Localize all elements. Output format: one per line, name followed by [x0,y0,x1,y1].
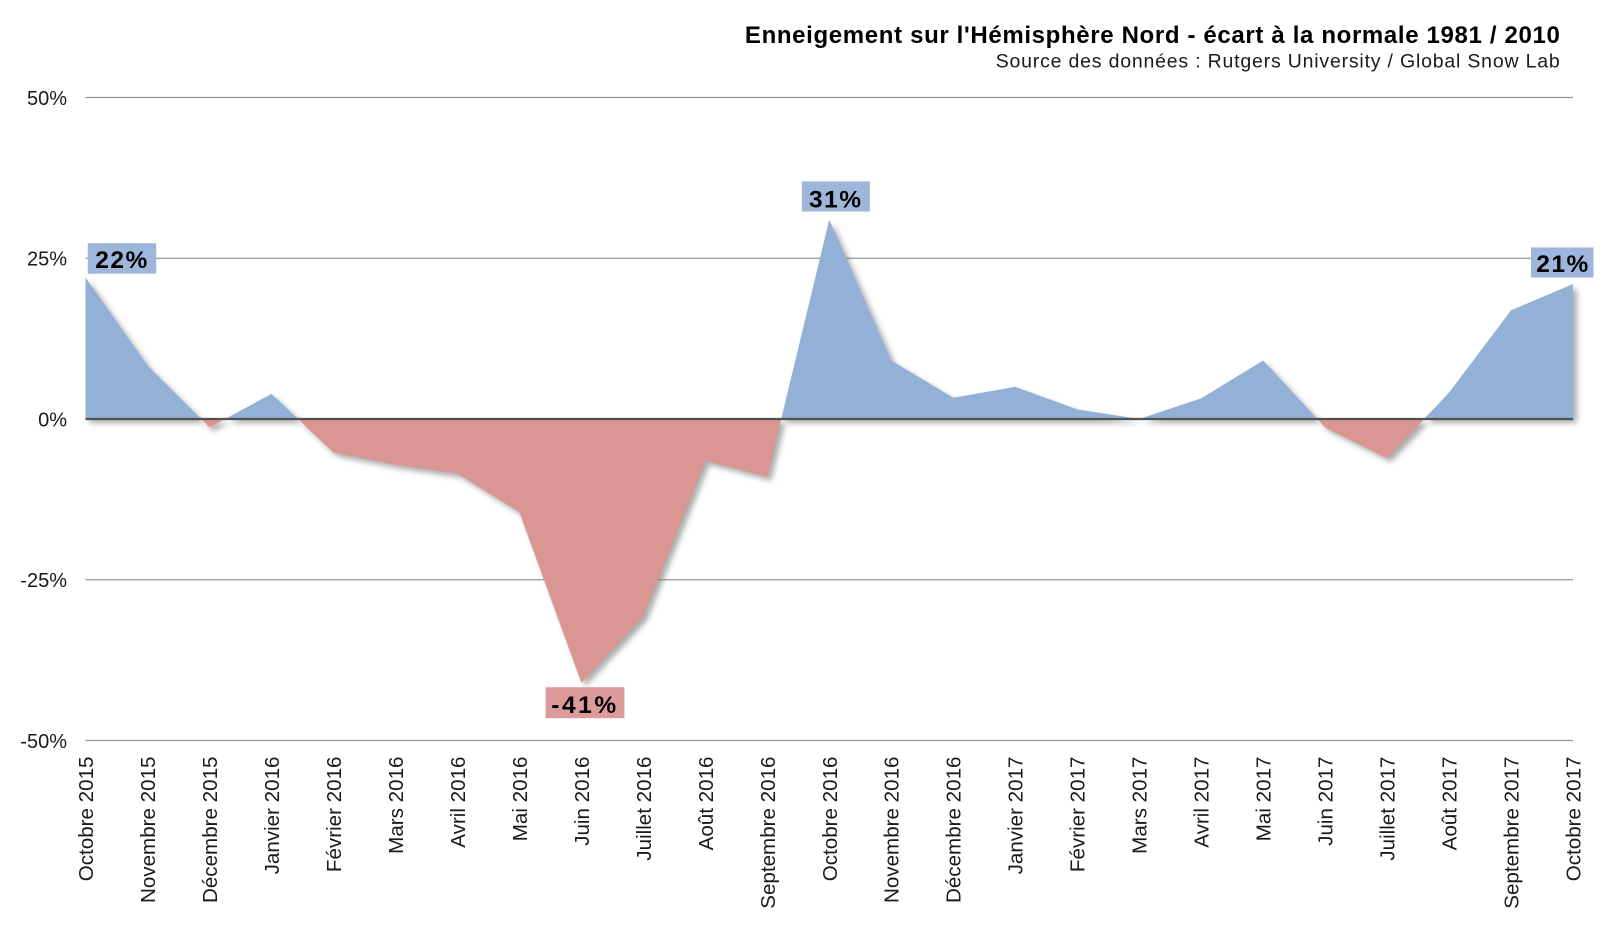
svg-text:21%: 21% [1536,251,1590,278]
svg-text:31%: 31% [809,186,863,213]
svg-text:Décembre 2015: Décembre 2015 [199,757,222,904]
svg-text:Mai 2017: Mai 2017 [1253,757,1276,842]
svg-text:Mai 2016: Mai 2016 [509,757,532,842]
svg-text:Septembre 2016: Septembre 2016 [757,757,780,909]
svg-text:Février 2017: Février 2017 [1067,757,1090,873]
svg-text:Septembre 2017: Septembre 2017 [1501,757,1524,909]
svg-text:Août 2016: Août 2016 [695,757,718,851]
svg-text:50%: 50% [27,88,67,110]
svg-text:Novembre 2016: Novembre 2016 [881,757,904,904]
svg-text:Octobre 2017: Octobre 2017 [1563,757,1586,882]
svg-text:25%: 25% [27,249,67,271]
svg-text:Janvier 2016: Janvier 2016 [261,757,284,875]
svg-text:Avril 2016: Avril 2016 [447,757,470,848]
svg-text:Octobre 2015: Octobre 2015 [75,757,98,882]
svg-text:Juillet 2016: Juillet 2016 [633,757,656,861]
svg-text:Mars 2016: Mars 2016 [385,757,408,854]
svg-text:Février 2016: Février 2016 [323,757,346,873]
svg-text:-41%: -41% [551,692,619,719]
svg-text:Source des données : Rutgers U: Source des données : Rutgers University … [996,51,1561,73]
svg-text:Juin 2017: Juin 2017 [1315,757,1338,846]
svg-text:Janvier 2017: Janvier 2017 [1005,757,1028,875]
svg-text:-25%: -25% [20,570,67,592]
svg-text:-50%: -50% [20,731,67,753]
svg-text:Juin 2016: Juin 2016 [571,757,594,846]
svg-text:Mars 2017: Mars 2017 [1129,757,1152,854]
svg-text:Avril 2017: Avril 2017 [1191,757,1214,848]
svg-text:Novembre 2015: Novembre 2015 [137,757,160,904]
svg-text:Enneigement sur l'Hémisphère N: Enneigement sur l'Hémisphère Nord - écar… [745,22,1561,49]
svg-text:Octobre 2016: Octobre 2016 [819,757,842,882]
svg-text:Juillet 2017: Juillet 2017 [1377,757,1400,861]
svg-text:Août 2017: Août 2017 [1439,757,1462,851]
svg-text:Décembre 2016: Décembre 2016 [943,757,966,904]
svg-text:0%: 0% [38,409,67,431]
svg-text:22%: 22% [95,247,149,274]
